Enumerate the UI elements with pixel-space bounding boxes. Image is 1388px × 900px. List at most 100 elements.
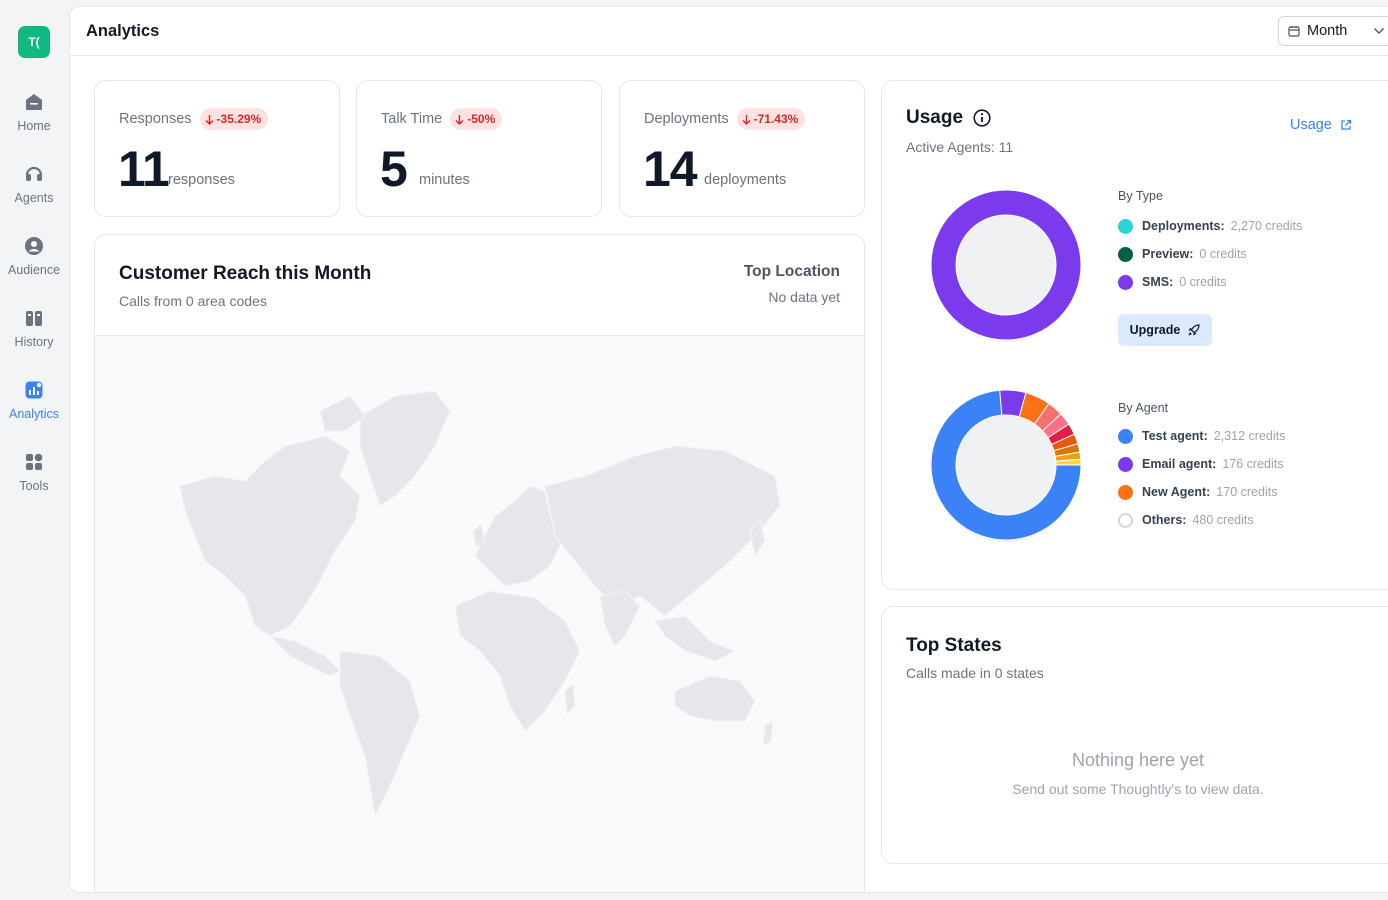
top-bar: Analytics Month: [70, 7, 1388, 56]
logo-text: T(: [28, 35, 40, 49]
calendar-icon: [1288, 26, 1300, 37]
arrow-down-icon: [455, 114, 464, 125]
map-asia: [544, 445, 781, 617]
stat-title-text: Responses: [119, 111, 192, 127]
app-logo[interactable]: T(: [18, 26, 50, 58]
usage-link[interactable]: Usage: [1290, 117, 1352, 133]
top-location-value: No data yet: [768, 289, 840, 305]
stat-value: 14: [643, 141, 698, 197]
legend-dot: [1118, 218, 1133, 234]
reach-title: Customer Reach this Month: [119, 263, 372, 284]
stat-card-responses: Responses -35.29% 11 responses: [94, 80, 340, 217]
map-new-zealand: [762, 719, 774, 748]
usage-title: Usage: [906, 107, 964, 128]
map-south-america: [339, 650, 421, 818]
stat-title-text: Deployments: [644, 111, 729, 127]
change-value: -35.29%: [216, 112, 262, 126]
stat-title: Responses -35.29%: [119, 108, 269, 130]
world-map[interactable]: [95, 336, 865, 893]
stat-title: Talk Time -50%: [381, 108, 503, 130]
legend-name: Test agent:: [1142, 429, 1208, 443]
stat-value: 5: [380, 141, 408, 197]
upgrade-button[interactable]: Upgrade: [1118, 314, 1212, 346]
sidebar-item-audience[interactable]: Audience: [0, 236, 68, 296]
by-type-title: By Type: [1118, 189, 1163, 203]
stat-card-talk-time: Talk Time -50% 5 minutes: [356, 80, 602, 217]
sidebar-item-tools[interactable]: Tools: [0, 452, 68, 512]
reach-subtitle: Calls from 0 area codes: [119, 293, 267, 309]
map-africa: [454, 590, 581, 732]
legend-name: SMS:: [1142, 275, 1174, 289]
sidebar-item-label: Tools: [19, 479, 49, 493]
map-madagascar: [564, 682, 576, 716]
rocket-icon: [1188, 324, 1200, 336]
legend-value: 2,270 credits: [1230, 219, 1303, 233]
map-southeast-asia: [653, 615, 737, 662]
chevron-down-icon: [1374, 28, 1385, 34]
customer-reach-card: Customer Reach this Month Calls from 0 a…: [94, 234, 865, 893]
usage-link-label: Usage: [1290, 117, 1332, 133]
map-uk: [472, 522, 486, 550]
legend-dot: [1118, 428, 1133, 444]
user-circle-icon: [25, 237, 43, 255]
sidebar-item-agents[interactable]: Agents: [0, 164, 68, 224]
map-japan: [749, 519, 766, 558]
legend-dot: [1118, 512, 1133, 528]
sidebar-item-label: History: [14, 335, 54, 349]
legend-item-email-agent: Email agent: 176 credits: [1118, 454, 1283, 474]
top-location-title: Top Location: [743, 263, 840, 280]
main-panel: Analytics Month Responses -35.29% 11 res…: [69, 6, 1388, 893]
period-select[interactable]: Month: [1278, 16, 1388, 46]
legend-value: 170 credits: [1216, 485, 1278, 499]
stat-unit: minutes: [419, 172, 470, 188]
legend-name: Others:: [1142, 513, 1187, 527]
map-india: [599, 590, 641, 648]
legend-name: New Agent:: [1142, 485, 1211, 499]
legend-value: 480 credits: [1192, 513, 1254, 527]
usage-card: Usage Active Agents: 11 Usage By Type De…: [881, 80, 1388, 590]
map-australia: [674, 675, 756, 722]
map-central-america: [268, 635, 342, 677]
legend-dot: [1118, 484, 1133, 500]
sidebar-item-label: Home: [17, 119, 51, 133]
empty-state-subtitle: Send out some Thoughtly's to view data.: [1012, 781, 1264, 797]
sidebar-item-label: Agents: [14, 191, 54, 205]
stat-title-text: Talk Time: [381, 111, 443, 127]
change-badge: -35.29%: [199, 108, 269, 130]
period-select-value: Month: [1307, 23, 1348, 39]
change-badge: -50%: [450, 108, 503, 130]
legend-name: Preview:: [1142, 247, 1194, 261]
legend-name: Deployments:: [1142, 219, 1225, 233]
sidebar-item-label: Analytics: [8, 407, 60, 421]
legend-item-sms: SMS: 0 credits: [1118, 272, 1227, 292]
change-value: -71.43%: [753, 112, 799, 126]
stat-value: 11: [118, 141, 170, 197]
map-europe: [474, 485, 566, 587]
legend-item-preview: Preview: 0 credits: [1118, 244, 1247, 264]
stat-title: Deployments -71.43%: [644, 108, 806, 130]
legend-dot: [1118, 246, 1133, 262]
by-type-donut: [930, 189, 1082, 342]
stat-unit: responses: [168, 172, 235, 188]
sidebar-item-home[interactable]: Home: [0, 92, 68, 152]
sidebar-item-analytics[interactable]: Analytics: [0, 380, 68, 440]
by-agent-title: By Agent: [1118, 401, 1169, 415]
legend-dot: [1118, 456, 1133, 472]
by-agent-slice-3-6[interactable]: [1055, 458, 1082, 466]
legend-name: Email agent:: [1142, 457, 1217, 471]
analytics-icon: [25, 381, 43, 399]
page-title: Analytics: [86, 22, 160, 40]
stat-unit: deployments: [704, 172, 787, 188]
info-icon[interactable]: [973, 109, 991, 127]
sidebar: T( Home Agents Audience History: [0, 0, 68, 900]
by-type-slice-0[interactable]: [930, 189, 1082, 341]
legend-value: 176 credits: [1222, 457, 1284, 471]
by-agent-slice-0[interactable]: [930, 389, 1082, 541]
top-states-card: Top States Calls made in 0 states Nothin…: [881, 606, 1388, 864]
history-icon: [26, 311, 42, 326]
legend-item-test-agent: Test agent: 2,312 credits: [1118, 426, 1285, 446]
legend-dot: [1118, 274, 1133, 290]
sidebar-item-history[interactable]: History: [0, 308, 68, 368]
external-link-icon: [1341, 119, 1352, 130]
usage-subtitle: Active Agents: 11: [906, 139, 1014, 155]
